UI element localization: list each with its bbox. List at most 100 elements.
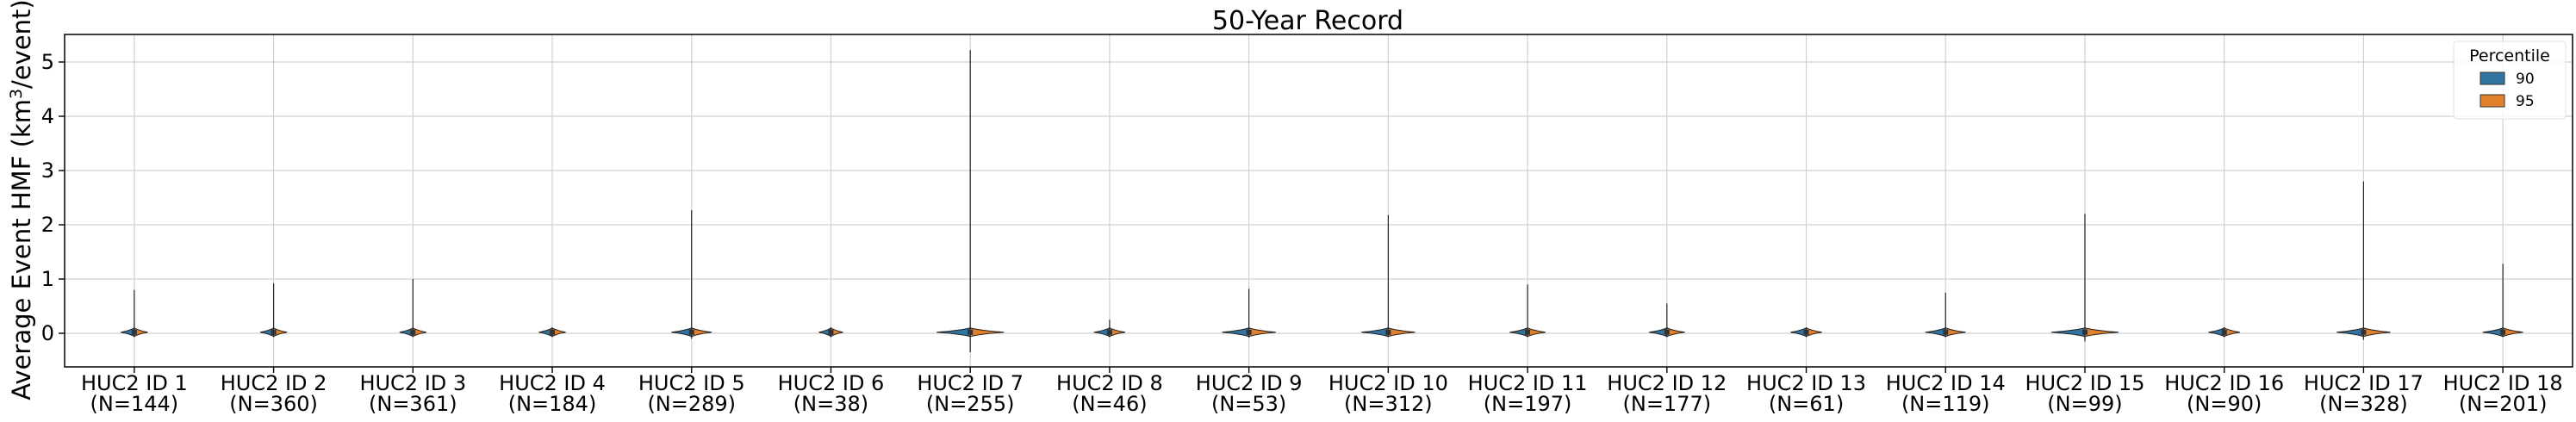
violin-16 xyxy=(2208,326,2240,338)
violin-inner-box xyxy=(2221,329,2227,335)
x-tick-label: HUC2 ID 13 xyxy=(1746,371,1866,395)
legend-swatch-90 xyxy=(2480,71,2505,85)
violin-17 xyxy=(2336,181,2391,340)
violin-inner-box xyxy=(2500,329,2506,335)
violin-10 xyxy=(1361,214,1416,338)
violin-inner-box xyxy=(271,329,277,335)
violin-half-95 xyxy=(412,326,426,338)
x-tick-labels: HUC2 ID 1(N=144) HUC2 ID 2(N=360) HUC2 ID … xyxy=(81,367,2563,416)
x-tick-label: HUC2 ID 1 xyxy=(81,371,188,395)
violin-4 xyxy=(538,326,566,338)
x-tick-count: (N=184) xyxy=(508,392,597,416)
violin-half-90 xyxy=(1925,326,1946,338)
violin-layer xyxy=(121,50,2523,353)
violin-inner-box xyxy=(1246,329,1252,335)
violin-3 xyxy=(399,279,426,338)
violin-half-95 xyxy=(273,326,288,338)
violin-half-90 xyxy=(1648,326,1668,338)
violin-9 xyxy=(1222,289,1276,338)
violin-14 xyxy=(1925,292,1966,338)
y-axis-label: Average Event HMF (km3/event) xyxy=(7,0,36,400)
x-tick-label: HUC2 ID 2 xyxy=(221,371,327,395)
violin-half-95 xyxy=(1527,326,1546,338)
x-tick-label: HUC2 ID 8 xyxy=(1056,371,1163,395)
x-tick-label: HUC2 ID 14 xyxy=(1886,371,2006,395)
x-tick-count: (N=289) xyxy=(647,392,736,416)
violin-half-90 xyxy=(1790,326,1808,338)
violin-inner-box xyxy=(1943,329,1949,335)
x-tick-count: (N=90) xyxy=(2187,392,2262,416)
violin-inner-box xyxy=(688,329,694,335)
violin-half-95 xyxy=(1944,326,1966,338)
violin-11 xyxy=(1509,284,1546,338)
violin-1 xyxy=(121,289,148,338)
violin-7 xyxy=(936,50,1005,353)
y-tick-label: 4 xyxy=(41,104,54,128)
violin-half-95 xyxy=(2502,326,2523,338)
violin-inner-box xyxy=(968,329,974,335)
violin-13 xyxy=(1790,326,1822,338)
violin-inner-box xyxy=(410,329,416,335)
x-tick-count: (N=53) xyxy=(1211,392,1286,416)
violin-half-90 xyxy=(2208,326,2225,338)
x-tick-label: HUC2 ID 11 xyxy=(1468,371,1588,395)
x-tick-count: (N=38) xyxy=(793,392,868,416)
violin-inner-box xyxy=(2081,329,2088,335)
violin-half-95 xyxy=(1806,326,1822,338)
x-tick-count: (N=46) xyxy=(1072,392,1147,416)
violin-12 xyxy=(1648,303,1685,338)
violin-half-95 xyxy=(2224,326,2240,338)
x-tick-label: HUC2 ID 15 xyxy=(2025,371,2144,395)
violin-half-90 xyxy=(671,326,693,338)
violin-half-95 xyxy=(969,327,1005,338)
violin-half-90 xyxy=(121,326,135,338)
violin-inner-box xyxy=(1525,329,1531,335)
violin-inner-box xyxy=(1803,329,1809,335)
x-tick-count: (N=99) xyxy=(2047,392,2122,416)
violin-half-95 xyxy=(1666,326,1685,338)
x-tick-count: (N=177) xyxy=(1623,392,1712,416)
violin-half-90 xyxy=(538,326,553,338)
violin-half-95 xyxy=(1387,327,1416,338)
y-tick-label: 1 xyxy=(41,267,54,291)
x-tick-label: HUC2 ID 9 xyxy=(1196,371,1303,395)
violin-5 xyxy=(671,209,712,339)
x-tick-label: HUC2 ID 18 xyxy=(2443,371,2563,395)
violin-inner-box xyxy=(2361,329,2367,335)
x-tick-count: (N=119) xyxy=(1901,392,1990,416)
violin-inner-box xyxy=(131,329,137,335)
y-tick-label: 3 xyxy=(41,158,54,183)
violin-half-90 xyxy=(259,326,275,338)
violin-half-90 xyxy=(818,326,831,338)
y-axis-label-tail: /event) xyxy=(7,0,36,89)
violin-15 xyxy=(2050,214,2119,342)
y-tick-label: 0 xyxy=(41,321,54,345)
x-tick-count: (N=255) xyxy=(926,392,1015,416)
violin-half-90 xyxy=(1222,327,1250,338)
violin-half-90 xyxy=(1093,326,1111,338)
x-tick-label: HUC2 ID 16 xyxy=(2164,371,2284,395)
violin-inner-box xyxy=(828,329,834,335)
grid-layer xyxy=(65,34,2573,367)
violin-half-90 xyxy=(2482,326,2504,338)
x-tick-label: HUC2 ID 3 xyxy=(359,371,466,395)
legend: Percentile 90 95 xyxy=(2453,40,2567,120)
x-tick-label: HUC2 ID 10 xyxy=(1328,371,1448,395)
legend-title: Percentile xyxy=(2469,47,2550,65)
violin-half-95 xyxy=(2084,327,2119,338)
x-tick-count: (N=61) xyxy=(1769,392,1844,416)
y-tick-label: 2 xyxy=(41,213,54,237)
x-tick-count: (N=360) xyxy=(229,392,318,416)
violin-half-90 xyxy=(399,326,414,338)
y-tick-labels: 0 1 2 3 4 5 xyxy=(41,50,65,345)
violin-half-95 xyxy=(551,326,566,338)
violin-inner-box xyxy=(1106,329,1112,335)
chart-title: 50-Year Record xyxy=(1212,6,1403,36)
violin-half-95 xyxy=(134,326,148,338)
x-tick-count: (N=197) xyxy=(1484,392,1572,416)
x-tick-count: (N=312) xyxy=(1344,392,1433,416)
violin-half-95 xyxy=(830,326,843,338)
legend-label-90: 90 xyxy=(2516,71,2535,88)
y-axis-label-main: Average Event HMF (km xyxy=(7,99,36,400)
